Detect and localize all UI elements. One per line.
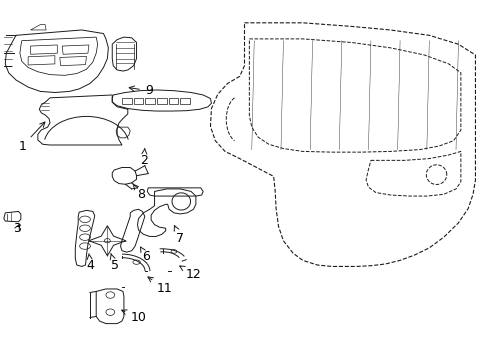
Text: 8: 8 [133, 184, 145, 201]
Text: 10: 10 [122, 310, 146, 324]
Text: 6: 6 [140, 247, 150, 263]
Text: 9: 9 [129, 84, 152, 97]
Text: 7: 7 [174, 226, 184, 246]
Text: 1: 1 [19, 122, 45, 153]
Text: 2: 2 [140, 148, 147, 167]
Text: 12: 12 [180, 266, 202, 281]
Text: 5: 5 [110, 254, 119, 272]
Text: 3: 3 [14, 222, 21, 235]
Text: 11: 11 [148, 277, 172, 296]
Text: 4: 4 [86, 254, 94, 272]
